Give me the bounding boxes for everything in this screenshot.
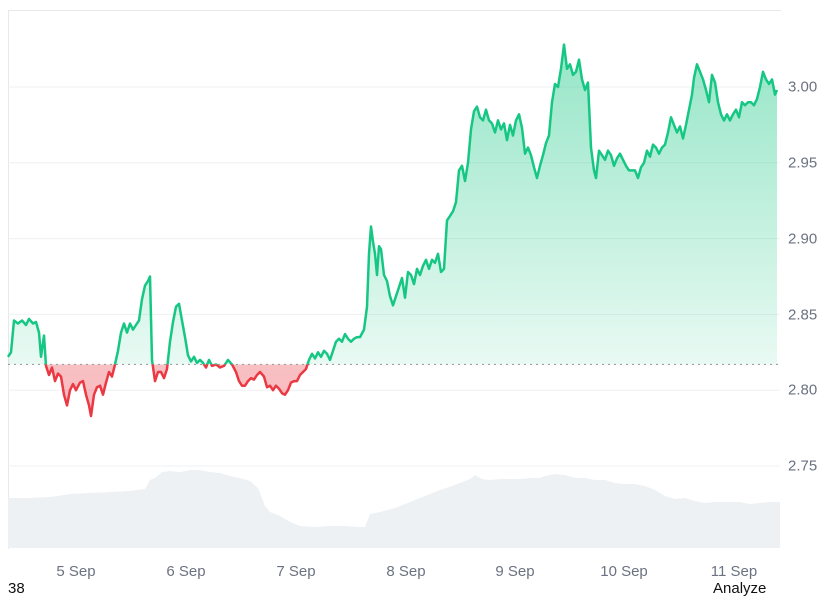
x-tick-label: 5 Sep [56, 563, 96, 580]
x-tick-label: 10 Sep [600, 563, 648, 580]
y-tick-label: 2.85 [788, 306, 818, 324]
y-tick-label: 2.80 [788, 381, 818, 399]
chart-frame [8, 10, 781, 549]
x-tick-label: 6 Sep [166, 563, 206, 580]
analyze-link[interactable]: Analyze [713, 580, 767, 597]
x-tick-label: 11 Sep [710, 563, 758, 580]
price-area-down [45, 364, 308, 416]
footer-label: 38 [8, 580, 25, 597]
x-tick-label: 9 Sep [495, 563, 535, 580]
price-area-up [8, 44, 777, 365]
price-line-up [6, 43, 779, 365]
x-tick-label: 8 Sep [386, 563, 426, 580]
volume-area [8, 470, 780, 548]
y-tick-label: 2.95 [788, 154, 818, 172]
y-tick-label: 2.75 [788, 457, 818, 475]
y-tick-label: 2.90 [788, 230, 818, 248]
y-tick-label: 3.00 [788, 78, 818, 96]
x-tick-label: 7 Sep [276, 563, 316, 580]
